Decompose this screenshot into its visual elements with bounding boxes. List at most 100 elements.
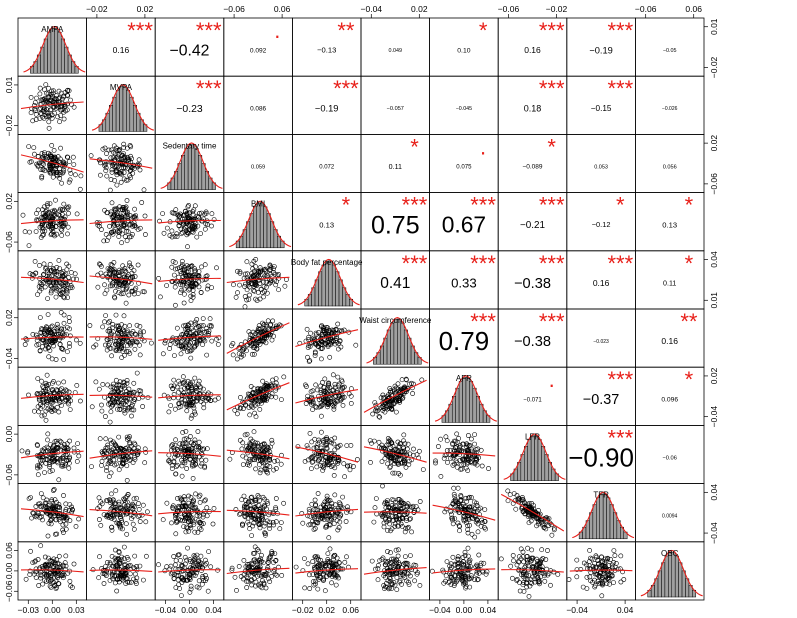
scatter-point xyxy=(381,524,387,530)
scatter-point xyxy=(329,388,335,393)
scatter-point xyxy=(58,269,64,275)
panel-3-9: 0.13* xyxy=(635,192,705,252)
scatter-point xyxy=(63,521,69,527)
scatter-point xyxy=(127,509,133,515)
panel-6-6: AFR xyxy=(429,366,499,426)
scatter-point xyxy=(194,398,200,404)
scatter-point xyxy=(319,403,325,408)
scatter-point xyxy=(281,374,287,380)
scatter-point xyxy=(196,284,202,290)
scatter-point xyxy=(392,470,398,476)
scatter-point xyxy=(98,270,104,276)
scatter-point xyxy=(110,325,115,331)
scatter-point xyxy=(214,336,219,342)
scatter-point xyxy=(321,506,327,512)
scatter-point xyxy=(170,385,175,391)
histogram-bar xyxy=(43,38,48,74)
scatter-point xyxy=(47,167,53,173)
scatter-point xyxy=(206,328,212,334)
scatter-point xyxy=(107,457,113,463)
scatter-point xyxy=(120,349,126,354)
scatter-point xyxy=(181,446,186,452)
scatter-point xyxy=(120,291,126,296)
scatter-point xyxy=(260,447,266,453)
scatter-point xyxy=(189,226,195,232)
scatter-point xyxy=(120,152,125,158)
scatter-point xyxy=(248,506,254,511)
scatter-point xyxy=(189,446,195,452)
scatter-point xyxy=(65,445,70,451)
scatter-point xyxy=(406,458,412,464)
scatter-point xyxy=(190,294,196,300)
scatter-point xyxy=(121,313,127,319)
histogram-bar xyxy=(191,144,196,190)
histogram-bar xyxy=(129,96,134,132)
scatter-point xyxy=(96,575,102,581)
scatter-point xyxy=(131,396,137,402)
scatter-point xyxy=(109,505,115,511)
scatter-point xyxy=(61,286,67,292)
scatter-point xyxy=(127,571,133,577)
scatter-point xyxy=(113,563,119,568)
scatter-point xyxy=(96,386,102,392)
scatter-point xyxy=(406,381,412,387)
scatter-point xyxy=(193,462,198,467)
scatter-point xyxy=(137,519,143,524)
scatter-point xyxy=(171,377,177,383)
scatter-point xyxy=(126,400,132,406)
scatter-point xyxy=(178,351,184,357)
scatter-point xyxy=(61,530,66,535)
scatter-point xyxy=(531,513,537,519)
scatter-point xyxy=(56,553,62,559)
scatter-point xyxy=(38,110,43,116)
scatter-point xyxy=(117,403,123,409)
scatter-point xyxy=(387,404,393,410)
scatter-point xyxy=(140,404,145,409)
scatter-point xyxy=(19,448,25,454)
scatter-point xyxy=(164,225,170,231)
scatter-point xyxy=(189,413,195,419)
scatter-point xyxy=(307,358,313,364)
scatter-point xyxy=(535,516,541,522)
scatter-point xyxy=(227,456,233,462)
scatter-point xyxy=(323,513,329,519)
scatter-point xyxy=(44,372,50,378)
scatter-point xyxy=(376,413,382,419)
scatter-point xyxy=(44,579,49,584)
scatter-point xyxy=(63,526,69,532)
scatter-point xyxy=(173,341,179,346)
scatter-point xyxy=(140,577,146,583)
scatter-point xyxy=(60,280,66,286)
scatter-point xyxy=(246,329,252,335)
significance-stars: *** xyxy=(539,18,565,43)
scatter-point xyxy=(283,277,289,282)
scatter-point xyxy=(310,522,316,527)
scatter-point xyxy=(117,454,123,459)
scatter-point xyxy=(134,339,140,344)
fit-line xyxy=(20,101,84,110)
scatter-point xyxy=(338,344,344,350)
scatter-point xyxy=(320,327,326,333)
histogram-bar xyxy=(259,202,264,249)
scatter-point xyxy=(104,151,109,156)
scatter-point xyxy=(118,387,124,393)
scatter-point xyxy=(53,357,59,362)
scatter-point xyxy=(98,160,103,166)
scatter-point xyxy=(136,506,142,512)
scatter-point xyxy=(269,337,275,343)
scatter-point xyxy=(324,499,330,505)
scatter-point xyxy=(72,271,78,277)
scatter-point xyxy=(60,573,66,578)
scatter-point xyxy=(110,321,116,327)
significance-stars: ** xyxy=(680,309,698,334)
scatter-point xyxy=(61,312,67,318)
scatter-point xyxy=(186,399,192,405)
fit-line xyxy=(89,569,153,572)
scatter-point xyxy=(170,210,176,216)
scatter-point xyxy=(46,354,52,360)
scatter-point xyxy=(65,349,70,355)
scatter-point xyxy=(36,409,42,415)
scatter-point xyxy=(263,323,269,329)
scatter-point xyxy=(281,500,286,506)
scatter-point xyxy=(249,494,255,500)
